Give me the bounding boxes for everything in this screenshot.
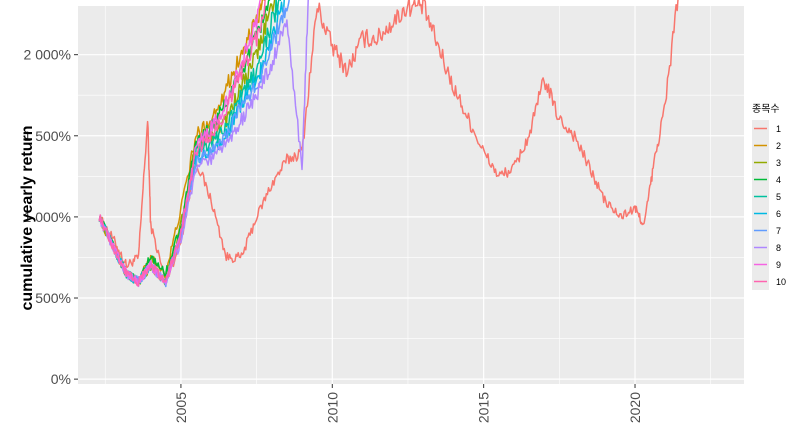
legend-label-6: 6 bbox=[776, 209, 781, 219]
series-line-10 bbox=[98, 0, 266, 287]
legend-label-9: 9 bbox=[776, 260, 781, 270]
legend-label-4: 4 bbox=[776, 175, 781, 185]
y-axis-title: cumulative yearly return bbox=[19, 126, 36, 311]
y-tick-label: 2 000% bbox=[24, 47, 71, 63]
x-tick-label: 2005 bbox=[173, 392, 189, 423]
y-tick-label: 1 000% bbox=[24, 209, 71, 225]
axes: 0% 500% 1 000% 1 500% 2 000% 2005 2010 2015 2020 bbox=[24, 47, 644, 423]
plot-panel bbox=[78, 6, 744, 384]
x-tick-label: 2020 bbox=[627, 392, 643, 423]
legend-label-10: 10 bbox=[776, 277, 786, 287]
legend-label-5: 5 bbox=[776, 192, 781, 202]
series-line-7 bbox=[98, 0, 290, 288]
x-tick-label: 2010 bbox=[324, 392, 340, 423]
series-line-9 bbox=[98, 0, 261, 287]
series-line-8 bbox=[98, 0, 309, 288]
series-lines bbox=[98, 0, 679, 288]
legend-label-7: 7 bbox=[776, 226, 781, 236]
y-tick-label: 0% bbox=[51, 371, 71, 387]
y-tick-label: 500% bbox=[35, 290, 71, 306]
legend-label-1: 1 bbox=[776, 124, 781, 134]
x-tick-label: 2015 bbox=[476, 392, 492, 423]
legend-label-8: 8 bbox=[776, 243, 781, 253]
y-tick-label: 1 500% bbox=[24, 128, 71, 144]
legend-label-3: 3 bbox=[776, 158, 781, 168]
legend-label-2: 2 bbox=[776, 141, 781, 151]
legend-title: 종목수 bbox=[752, 103, 780, 115]
legend: 종목수 1 2 3 4 5 6 7 8 9 10 bbox=[752, 103, 786, 290]
